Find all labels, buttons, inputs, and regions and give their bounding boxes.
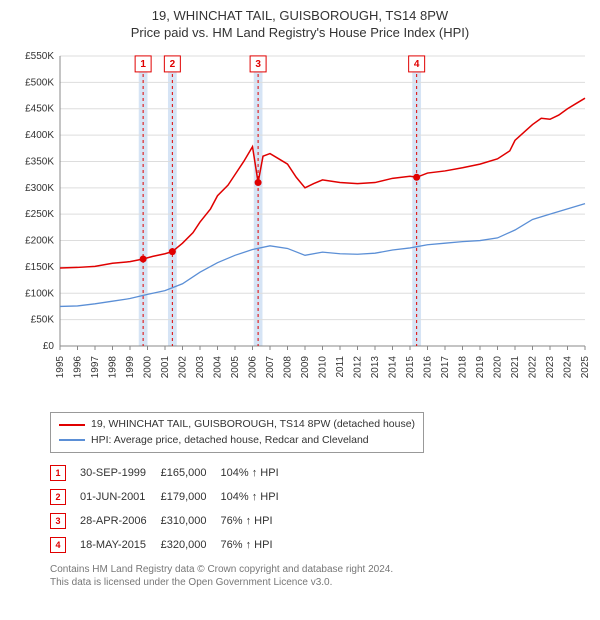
title-line2: Price paid vs. HM Land Registry's House … — [10, 25, 590, 42]
sale-pct: 76% ↑ HPI — [221, 533, 293, 557]
table-row: 2 01-JUN-2001£179,000104% ↑ HPI — [50, 485, 293, 509]
svg-text:2014: 2014 — [388, 355, 399, 378]
sale-marker-icon: 4 — [50, 537, 66, 553]
legend-swatch — [59, 424, 85, 426]
svg-text:4: 4 — [414, 59, 420, 70]
svg-text:£100K: £100K — [25, 288, 54, 299]
svg-text:£250K: £250K — [25, 209, 54, 220]
svg-text:2: 2 — [170, 59, 176, 70]
sale-pct: 104% ↑ HPI — [221, 461, 293, 485]
svg-text:2015: 2015 — [405, 355, 416, 378]
sale-date: 30-SEP-1999 — [80, 461, 161, 485]
svg-text:2011: 2011 — [335, 355, 346, 377]
svg-text:£500K: £500K — [25, 77, 54, 88]
svg-text:2021: 2021 — [510, 355, 521, 378]
svg-text:1999: 1999 — [125, 355, 136, 378]
sales-table: 1 30-SEP-1999£165,000104% ↑ HPI 2 01-JUN-20… — [50, 461, 293, 557]
svg-text:2019: 2019 — [475, 355, 486, 378]
sale-date: 01-JUN-2001 — [80, 485, 161, 509]
title-line1: 19, WHINCHAT TAIL, GUISBOROUGH, TS14 8PW — [10, 8, 590, 25]
chart-area: £0 £50K £100K £150K £200K £250K £300K £350K £400… — [10, 46, 590, 406]
svg-text:£400K: £400K — [25, 130, 54, 141]
chart-title: 19, WHINCHAT TAIL, GUISBOROUGH, TS14 8PW… — [10, 8, 590, 42]
svg-text:2004: 2004 — [213, 355, 224, 378]
legend-label: HPI: Average price, detached house, Redc… — [91, 433, 369, 449]
legend-swatch — [59, 439, 85, 441]
svg-text:2006: 2006 — [248, 355, 259, 378]
svg-text:2008: 2008 — [283, 355, 294, 378]
sale-marker-icon: 3 — [50, 513, 66, 529]
svg-text:2024: 2024 — [563, 355, 574, 378]
legend-row: 19, WHINCHAT TAIL, GUISBOROUGH, TS14 8PW… — [59, 417, 415, 433]
svg-text:£0: £0 — [43, 341, 55, 352]
svg-text:2009: 2009 — [300, 355, 311, 378]
svg-text:2003: 2003 — [195, 355, 206, 378]
svg-text:1: 1 — [140, 59, 146, 70]
svg-text:2025: 2025 — [580, 355, 590, 378]
chart-svg: £0 £50K £100K £150K £200K £250K £300K £350K £400… — [10, 46, 590, 406]
svg-text:£150K: £150K — [25, 262, 54, 273]
svg-text:2007: 2007 — [265, 355, 276, 378]
svg-text:2020: 2020 — [493, 355, 504, 378]
svg-text:1995: 1995 — [55, 355, 66, 378]
svg-text:2022: 2022 — [528, 355, 539, 378]
svg-text:2017: 2017 — [440, 355, 451, 378]
table-row: 1 30-SEP-1999£165,000104% ↑ HPI — [50, 461, 293, 485]
svg-text:2013: 2013 — [370, 355, 381, 378]
svg-text:2010: 2010 — [318, 355, 329, 378]
footer-line1: Contains HM Land Registry data © Crown c… — [50, 563, 590, 576]
sale-price: £165,000 — [161, 461, 221, 485]
svg-text:2023: 2023 — [545, 355, 556, 378]
footer-line2: This data is licensed under the Open Gov… — [50, 576, 590, 589]
svg-text:£550K: £550K — [25, 51, 54, 62]
footer-text: Contains HM Land Registry data © Crown c… — [50, 563, 590, 589]
svg-text:2012: 2012 — [353, 355, 364, 378]
svg-text:2005: 2005 — [230, 355, 241, 378]
sale-price: £310,000 — [161, 509, 221, 533]
legend: 19, WHINCHAT TAIL, GUISBOROUGH, TS14 8PW… — [50, 412, 424, 454]
svg-text:£300K: £300K — [25, 183, 54, 194]
svg-text:2001: 2001 — [160, 355, 171, 378]
svg-text:2018: 2018 — [458, 355, 469, 378]
chart-container: 19, WHINCHAT TAIL, GUISBOROUGH, TS14 8PW… — [0, 0, 600, 597]
svg-text:£350K: £350K — [25, 156, 54, 167]
svg-text:1996: 1996 — [73, 355, 84, 378]
svg-text:£450K: £450K — [25, 104, 54, 115]
sale-date: 28-APR-2006 — [80, 509, 161, 533]
sale-pct: 76% ↑ HPI — [221, 509, 293, 533]
svg-text:2000: 2000 — [143, 355, 154, 378]
sale-price: £179,000 — [161, 485, 221, 509]
svg-text:2002: 2002 — [178, 355, 189, 378]
table-row: 3 28-APR-2006£310,00076% ↑ HPI — [50, 509, 293, 533]
sale-marker-icon: 2 — [50, 489, 66, 505]
svg-text:1998: 1998 — [108, 355, 119, 378]
sale-date: 18-MAY-2015 — [80, 533, 161, 557]
svg-text:2016: 2016 — [423, 355, 434, 378]
legend-row: HPI: Average price, detached house, Redc… — [59, 433, 415, 449]
svg-text:1997: 1997 — [90, 355, 101, 378]
sale-pct: 104% ↑ HPI — [221, 485, 293, 509]
sale-marker-icon: 1 — [50, 465, 66, 481]
svg-text:£200K: £200K — [25, 235, 54, 246]
legend-label: 19, WHINCHAT TAIL, GUISBOROUGH, TS14 8PW… — [91, 417, 415, 433]
svg-text:3: 3 — [255, 59, 261, 70]
sale-price: £320,000 — [161, 533, 221, 557]
table-row: 4 18-MAY-2015£320,00076% ↑ HPI — [50, 533, 293, 557]
svg-text:£50K: £50K — [31, 314, 55, 325]
